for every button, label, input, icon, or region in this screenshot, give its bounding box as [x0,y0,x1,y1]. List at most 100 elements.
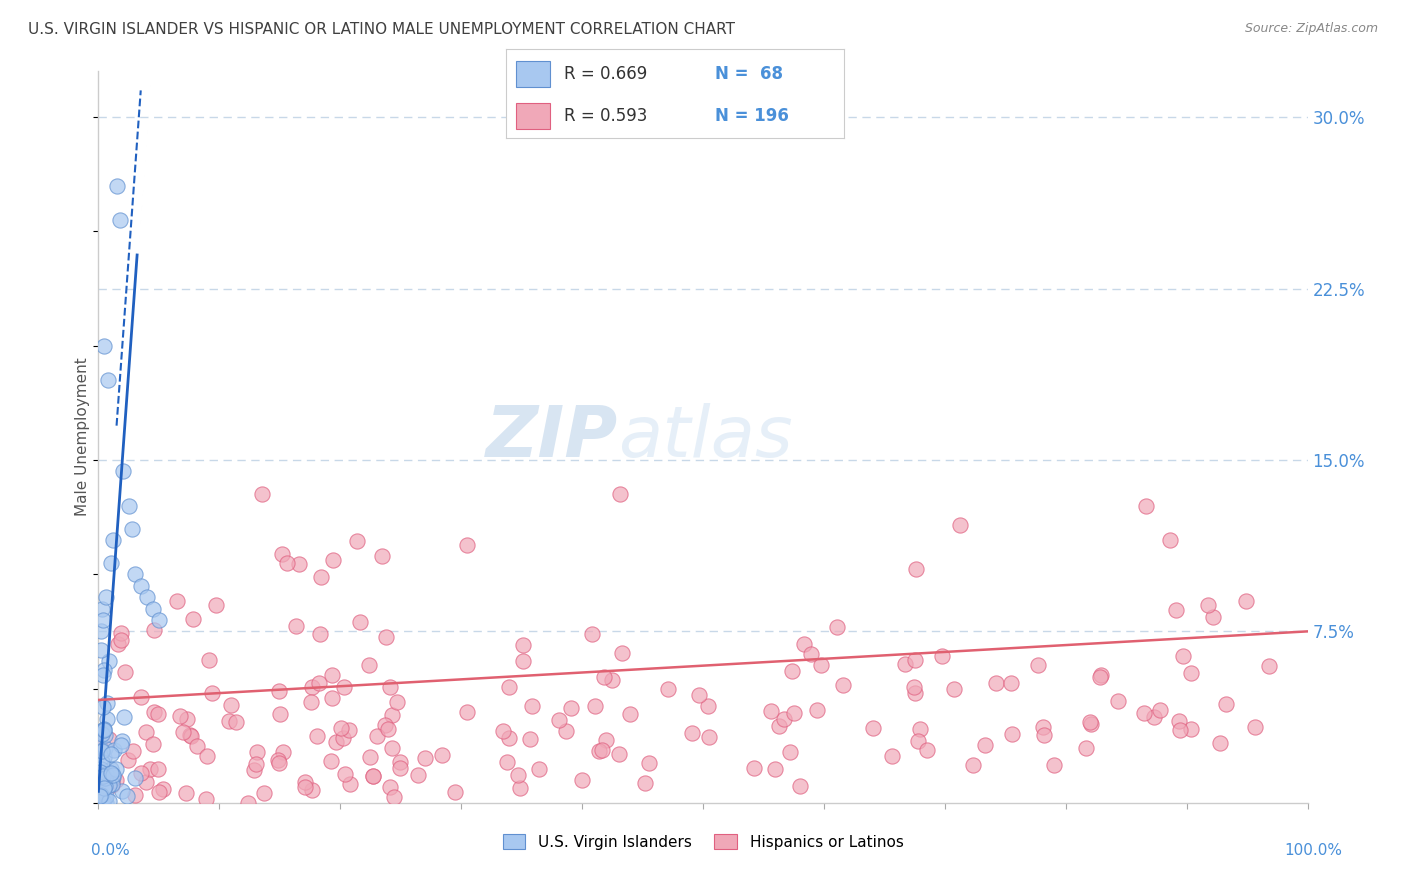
Point [110,632,132,647]
Point [166,594,188,608]
Point [129,766,152,780]
Point [1197,598,1219,612]
Point [321,690,343,705]
Point [321,668,343,682]
Point [962,757,984,772]
Point [117,753,139,767]
Point [103,743,125,757]
Point [100,747,122,761]
Point [89,740,111,755]
Point [1143,710,1166,724]
Point [1088,670,1111,684]
Point [305,729,328,743]
Point [759,704,782,718]
Point [388,756,411,770]
Point [600,673,623,687]
Point [218,714,240,729]
Point [610,646,633,660]
Point [111,734,134,748]
Point [201,686,224,700]
Point [974,738,997,752]
Point [91,723,114,737]
Point [269,706,291,721]
Point [90,624,112,639]
Text: 0.0%: 0.0% [91,843,131,858]
Point [89,739,111,754]
Point [101,767,124,781]
Point [657,682,679,697]
Point [908,722,931,736]
Point [91,700,114,714]
Point [361,769,384,783]
Point [1107,693,1129,707]
Point [349,615,371,629]
Point [1244,720,1267,734]
Point [195,749,218,764]
Point [276,556,298,570]
Point [322,552,344,566]
Point [931,649,953,664]
Point [346,534,368,549]
Point [243,764,266,778]
Point [1209,736,1232,750]
Text: atlas: atlas [619,402,793,472]
Point [309,570,332,584]
Point [94,791,117,805]
Point [135,590,157,604]
Point [1033,727,1056,741]
Point [560,701,582,715]
Point [1000,676,1022,690]
Point [135,725,157,739]
Point [225,714,247,729]
Point [1202,610,1225,624]
Point [89,765,111,780]
Point [793,637,815,651]
Point [1080,717,1102,731]
Point [1173,648,1195,663]
Point [1132,706,1154,720]
Point [681,726,703,740]
Point [810,657,832,672]
Point [329,721,352,735]
Point [90,788,112,802]
Point [100,762,122,776]
Point [93,728,115,742]
Point [359,749,381,764]
Point [308,676,330,690]
Point [299,695,322,709]
Point [111,464,134,478]
Point [380,780,402,794]
Point [301,782,323,797]
Point [114,665,136,679]
Point [917,743,939,757]
Point [1001,727,1024,741]
Point [96,696,118,710]
Point [89,789,111,803]
Point [94,796,117,810]
Point [1042,757,1064,772]
Point [593,670,616,684]
Point [142,601,165,615]
Point [152,781,174,796]
Text: 100.0%: 100.0% [1285,843,1343,858]
Point [94,590,117,604]
Point [198,652,221,666]
Point [179,729,201,743]
Point [619,707,641,722]
Point [443,785,465,799]
Point [91,727,114,741]
Point [332,731,354,746]
Point [779,745,801,759]
Point [101,771,124,785]
Point [1234,594,1257,608]
Point [496,755,519,769]
Text: Source: ZipAtlas.com: Source: ZipAtlas.com [1244,22,1378,36]
Point [148,707,170,722]
Point [142,705,165,719]
Point [143,624,166,638]
Point [135,774,157,789]
Point [380,680,402,694]
Point [825,620,848,634]
Point [93,780,115,795]
Point [1078,714,1101,729]
